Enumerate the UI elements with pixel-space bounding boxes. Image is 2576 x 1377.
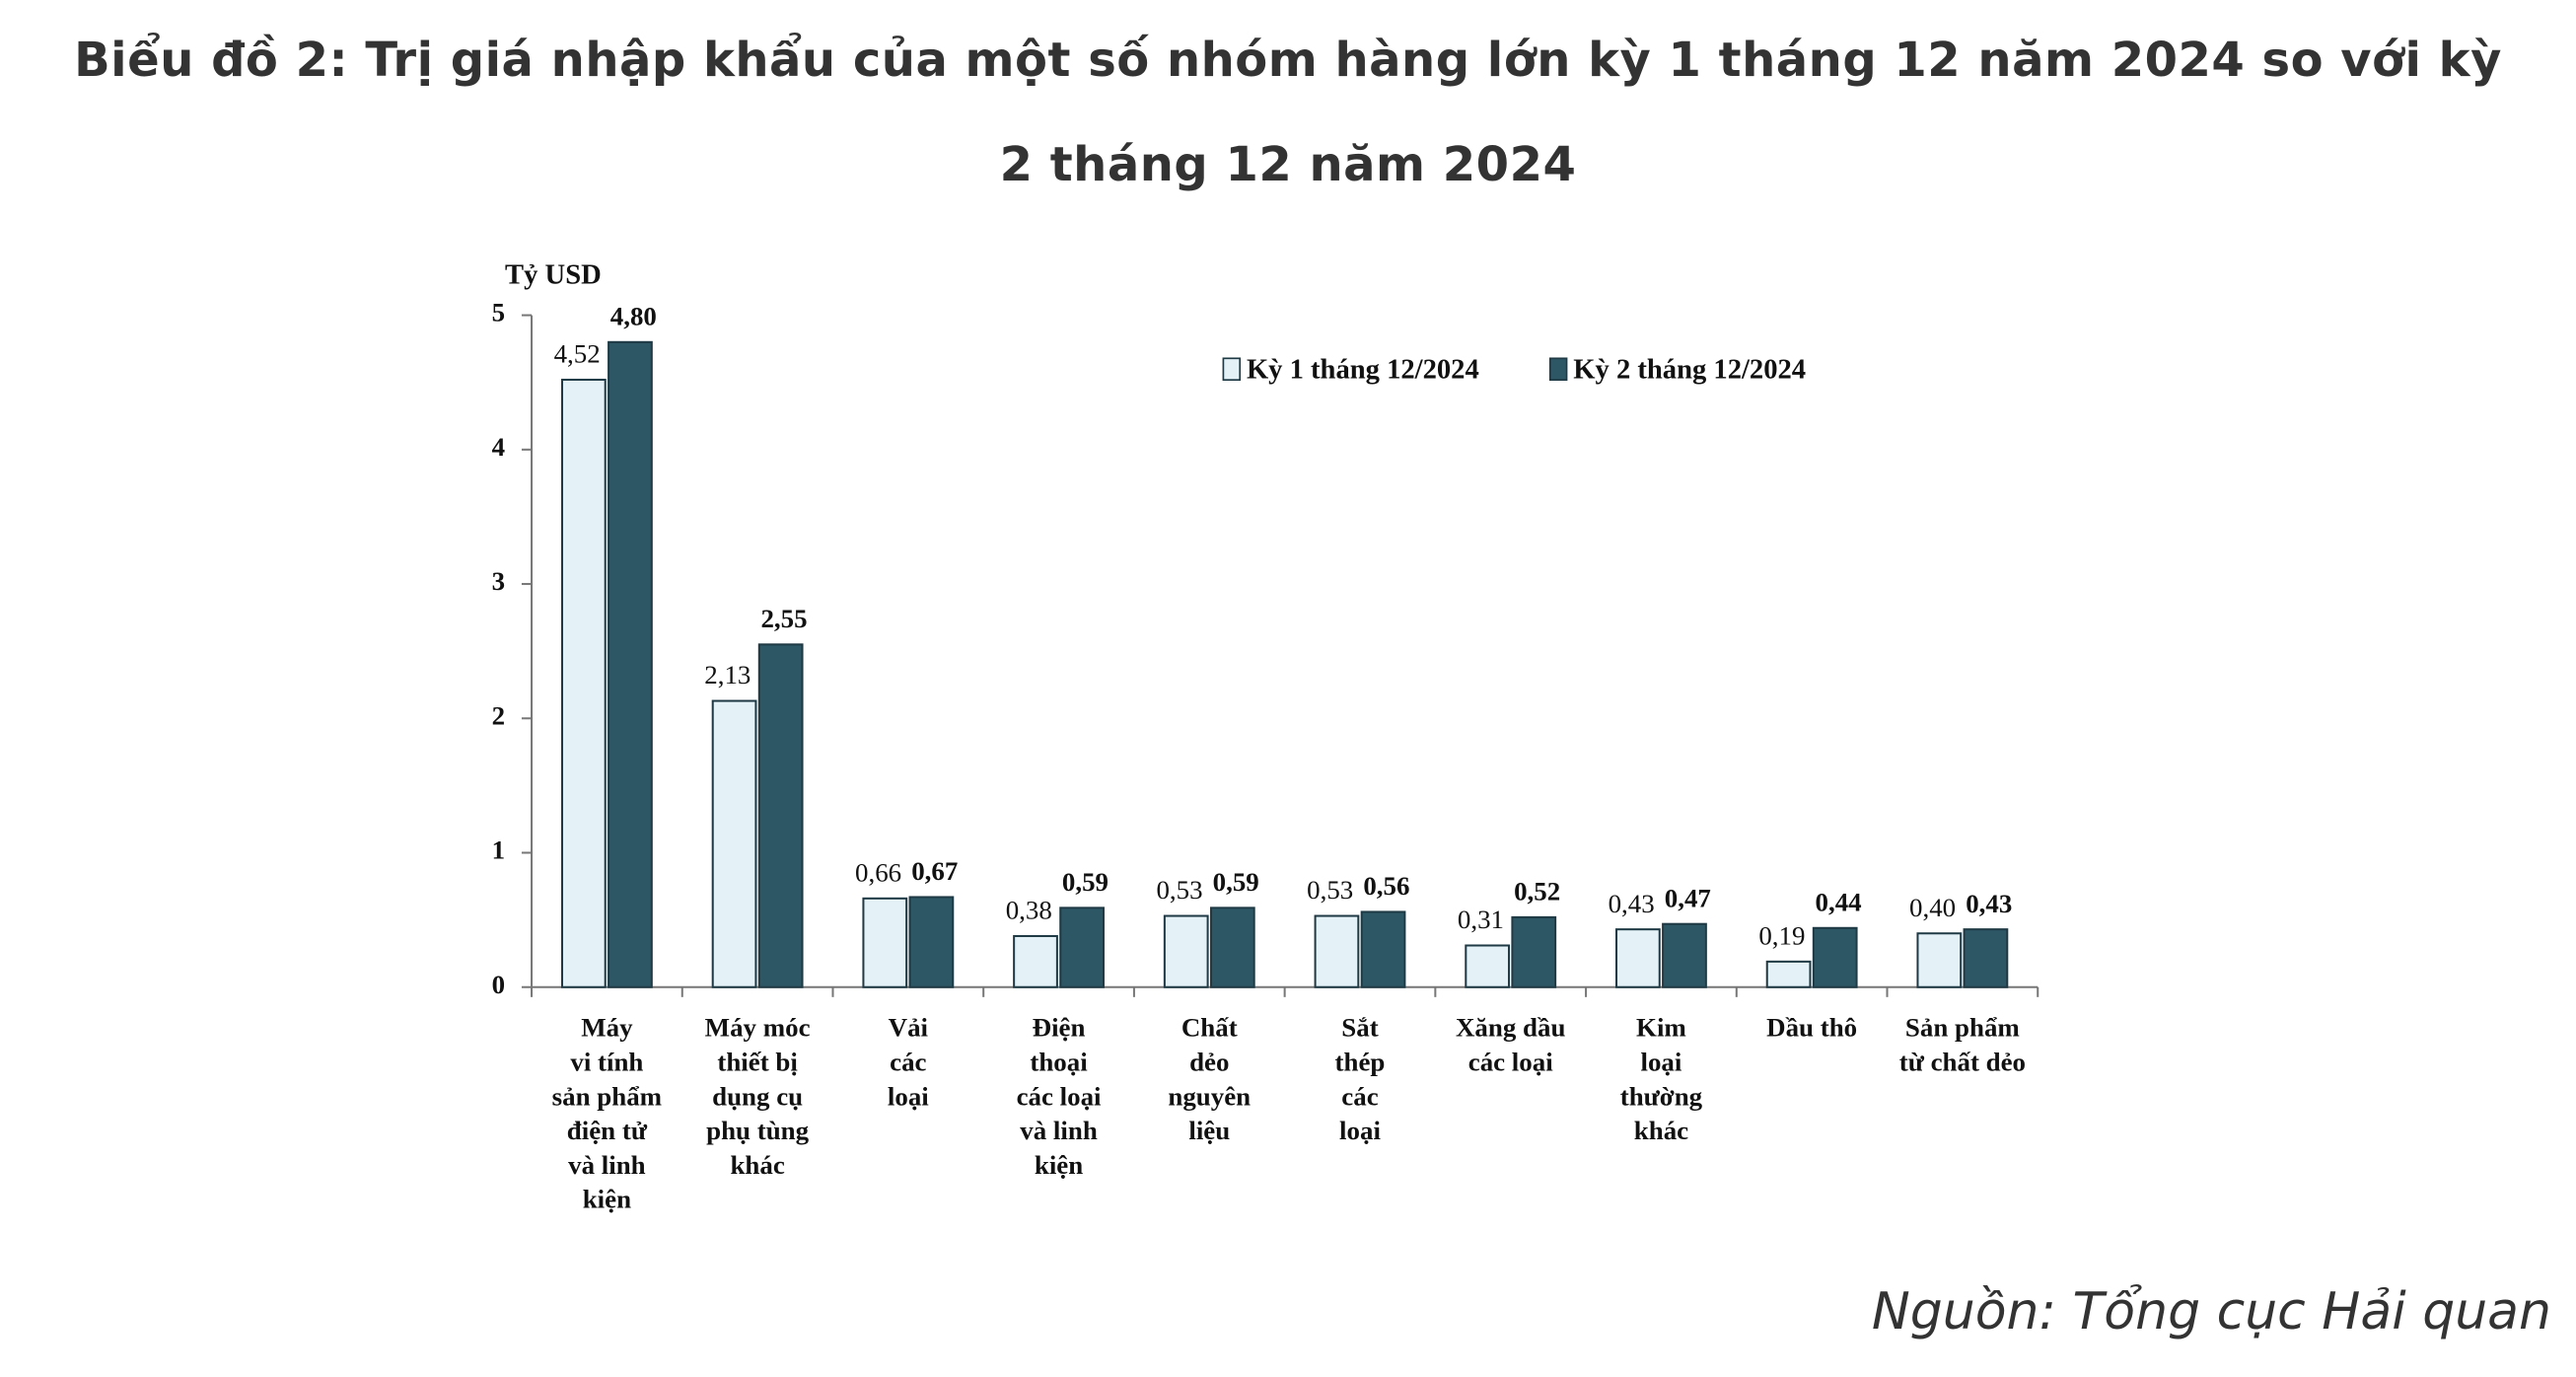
bar bbox=[1314, 914, 1360, 988]
x-tick-label: Dầu thô bbox=[1766, 1013, 1857, 1043]
x-tick-label: điện tử bbox=[567, 1116, 648, 1145]
y-tick-label: 4 bbox=[492, 432, 505, 462]
value-label: 0,59 bbox=[1213, 867, 1259, 897]
bar bbox=[1916, 932, 1963, 988]
bar bbox=[1812, 926, 1858, 988]
x-tick-label: dụng cụ bbox=[712, 1081, 803, 1111]
value-label: 0,40 bbox=[1909, 893, 1956, 922]
value-label: 0,43 bbox=[1609, 889, 1655, 918]
x-tick-label: Máy móc bbox=[705, 1013, 811, 1043]
value-label: 0,66 bbox=[855, 857, 901, 887]
x-tick-label: và linh bbox=[568, 1150, 646, 1180]
value-label: 0,38 bbox=[1006, 896, 1052, 925]
x-tick-label: loại bbox=[1339, 1116, 1381, 1145]
bar bbox=[1163, 914, 1209, 988]
x-tick-label: Sắt bbox=[1341, 1013, 1378, 1043]
value-label: 0,44 bbox=[1816, 887, 1862, 916]
x-tick-label: kiện bbox=[1035, 1150, 1083, 1180]
value-label: 4,52 bbox=[554, 339, 601, 369]
x-tick-label: thép bbox=[1335, 1047, 1386, 1076]
bar bbox=[1615, 928, 1661, 988]
bar bbox=[1059, 906, 1105, 988]
bar bbox=[908, 896, 955, 988]
x-tick-label: các loại bbox=[1468, 1047, 1553, 1076]
bar bbox=[1209, 906, 1255, 988]
legend-marker bbox=[1548, 357, 1568, 382]
value-label: 4,80 bbox=[610, 301, 657, 330]
bar bbox=[608, 340, 653, 988]
x-tick-label: Chất bbox=[1181, 1013, 1238, 1043]
x-tick-label: từ chất dẻo bbox=[1899, 1047, 2026, 1076]
legend-marker bbox=[1222, 357, 1242, 382]
x-tick-label: Máy bbox=[581, 1013, 633, 1043]
y-tick-label: 0 bbox=[492, 970, 505, 999]
bar bbox=[711, 699, 757, 988]
y-tick-label: 1 bbox=[492, 835, 505, 865]
bar bbox=[1360, 910, 1406, 988]
x-tick-label: loại bbox=[888, 1081, 929, 1111]
legend-label: Kỳ 1 tháng 12/2024 bbox=[1247, 354, 1479, 385]
bar bbox=[1662, 922, 1707, 988]
bar bbox=[560, 378, 607, 988]
x-tick-label: Điện bbox=[1033, 1013, 1086, 1043]
y-axis-label: Tỷ USD bbox=[505, 259, 602, 290]
value-label: 0,53 bbox=[1307, 875, 1353, 905]
y-tick-label: 3 bbox=[492, 566, 505, 596]
x-tick-label: các bbox=[890, 1047, 926, 1076]
bar bbox=[1963, 928, 2009, 988]
bar bbox=[1511, 915, 1557, 988]
x-tick-label: các bbox=[1341, 1081, 1378, 1111]
x-tick-label: các loại bbox=[1017, 1081, 1102, 1111]
x-tick-label: và linh bbox=[1020, 1116, 1098, 1145]
source: Nguồn: Tổng cục Hải quan bbox=[1871, 1282, 2551, 1341]
x-tick-label: Sản phẩm bbox=[1905, 1013, 2020, 1043]
x-tick-label: thoại bbox=[1030, 1047, 1088, 1076]
x-tick-label: kiện bbox=[583, 1185, 631, 1214]
legend-label: Kỳ 2 tháng 12/2024 bbox=[1573, 354, 1806, 385]
bar bbox=[1765, 960, 1812, 988]
x-tick-label: Vải bbox=[889, 1013, 929, 1043]
x-tick-label: nguyên bbox=[1168, 1081, 1251, 1111]
x-tick-label: thường bbox=[1620, 1081, 1703, 1111]
x-tick-label: loại bbox=[1641, 1047, 1682, 1076]
value-label: 0,52 bbox=[1514, 877, 1560, 906]
value-label: 0,47 bbox=[1665, 883, 1711, 912]
bar bbox=[757, 643, 804, 988]
chart-title: Biểu đồ 2: Trị giá nhập khẩu của một số … bbox=[74, 33, 2502, 192]
y-tick-label: 2 bbox=[492, 700, 505, 730]
value-label: 0,31 bbox=[1458, 905, 1504, 934]
bar bbox=[862, 897, 908, 988]
x-tick-label: phụ tùng bbox=[706, 1116, 810, 1145]
y-tick-label: 5 bbox=[492, 298, 505, 327]
value-label: 0,53 bbox=[1156, 875, 1202, 905]
x-tick-label: khác bbox=[730, 1150, 784, 1180]
x-tick-label: Kim bbox=[1636, 1013, 1686, 1043]
x-tick-label: khác bbox=[1634, 1116, 1688, 1145]
bar bbox=[1013, 934, 1058, 988]
value-label: 2,13 bbox=[704, 660, 751, 689]
x-tick-label: thiết bị bbox=[717, 1047, 798, 1076]
value-label: 0,43 bbox=[1966, 889, 2012, 918]
x-tick-label: vi tính bbox=[570, 1047, 643, 1076]
x-tick-label: liệu bbox=[1188, 1116, 1230, 1145]
bar bbox=[1465, 944, 1511, 988]
x-tick-label: dẻo bbox=[1189, 1047, 1229, 1076]
value-label: 0,19 bbox=[1758, 920, 1805, 950]
value-label: 2,55 bbox=[760, 604, 807, 633]
value-label: 0,67 bbox=[911, 856, 958, 886]
x-tick-label: Xăng dầu bbox=[1456, 1013, 1565, 1043]
value-label: 0,59 bbox=[1062, 867, 1109, 897]
x-tick-label: sản phẩm bbox=[552, 1081, 662, 1111]
value-label: 0,56 bbox=[1363, 871, 1409, 901]
